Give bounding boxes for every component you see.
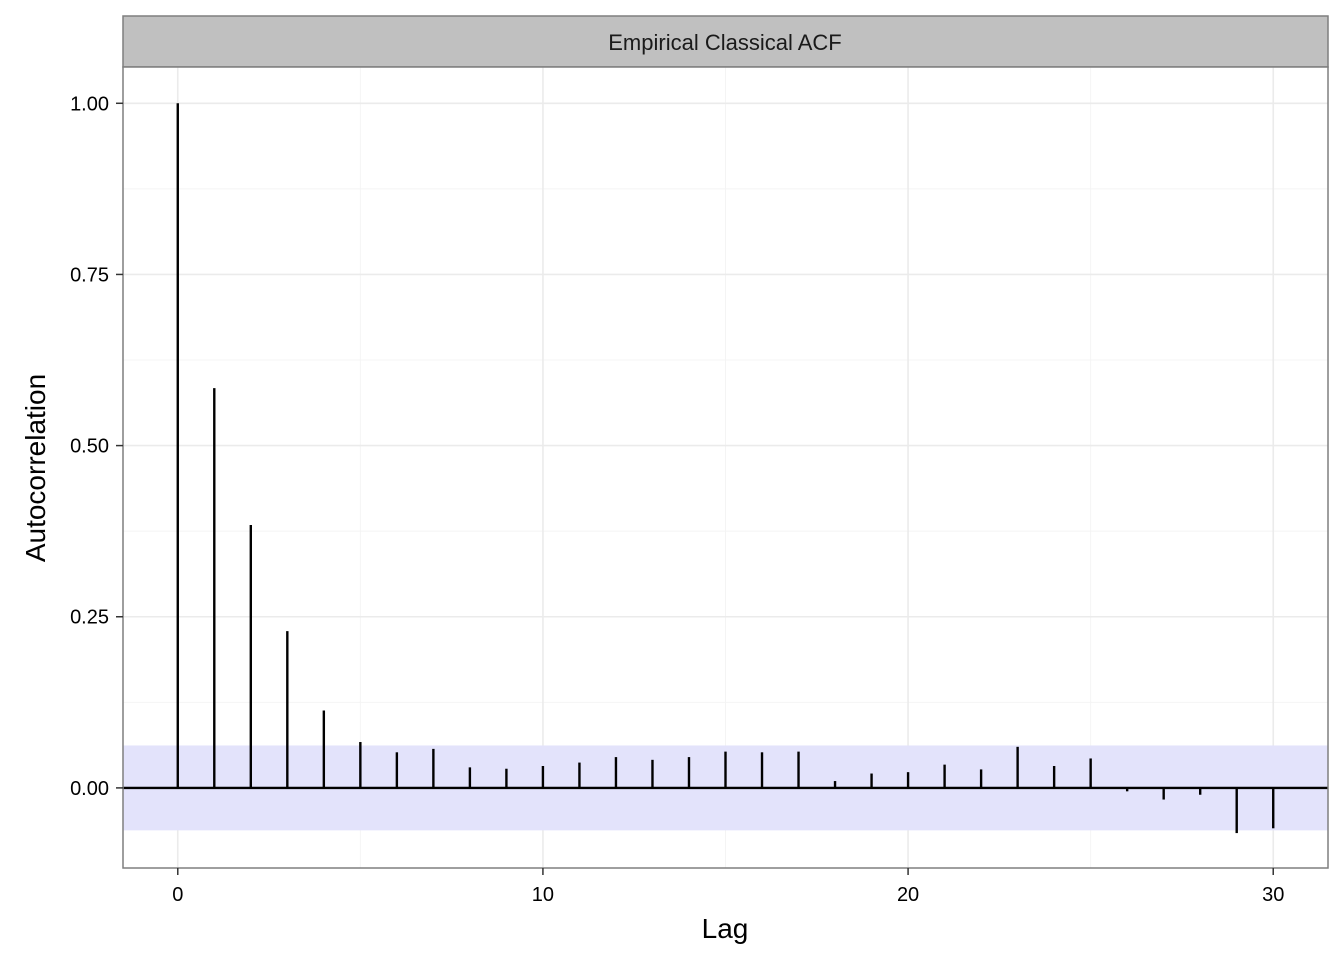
grid-lines — [123, 67, 1328, 868]
panel-border — [122, 66, 1329, 869]
chart-title: Empirical Classical ACF — [608, 30, 842, 55]
y-axis-title: Autocorrelation — [20, 374, 51, 562]
x-tick-label: 20 — [897, 884, 919, 906]
y-tick-label: 0.50 — [70, 436, 109, 458]
facet-strip-background — [122, 15, 1329, 68]
x-axis-title: Lag — [702, 913, 749, 944]
y-tick-label: 0.25 — [70, 607, 109, 629]
facet-strip: Empirical Classical ACF — [122, 15, 1329, 68]
y-tick-label: 1.00 — [70, 93, 109, 115]
x-tick-label: 30 — [1262, 884, 1284, 906]
x-axis: 0 10 20 30 — [172, 868, 1284, 906]
y-axis: 0.00 0.25 0.50 0.75 1.00 — [70, 93, 123, 800]
acf-bars — [176, 103, 1275, 834]
y-tick-label: 0.75 — [70, 264, 109, 286]
y-tick-label: 0.00 — [70, 778, 109, 800]
plot-panel — [122, 66, 1329, 869]
x-tick-label: 0 — [172, 884, 183, 906]
x-tick-label: 10 — [532, 884, 554, 906]
